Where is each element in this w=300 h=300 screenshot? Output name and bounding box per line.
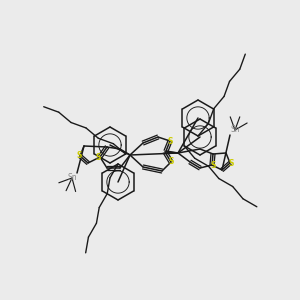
Text: S: S — [76, 152, 82, 160]
Text: Sn: Sn — [67, 173, 77, 182]
Text: S: S — [167, 137, 173, 146]
Text: S: S — [228, 158, 234, 167]
Text: S: S — [168, 157, 174, 166]
Text: S: S — [210, 160, 216, 169]
Text: S: S — [95, 152, 101, 161]
Text: Sn: Sn — [230, 125, 240, 134]
